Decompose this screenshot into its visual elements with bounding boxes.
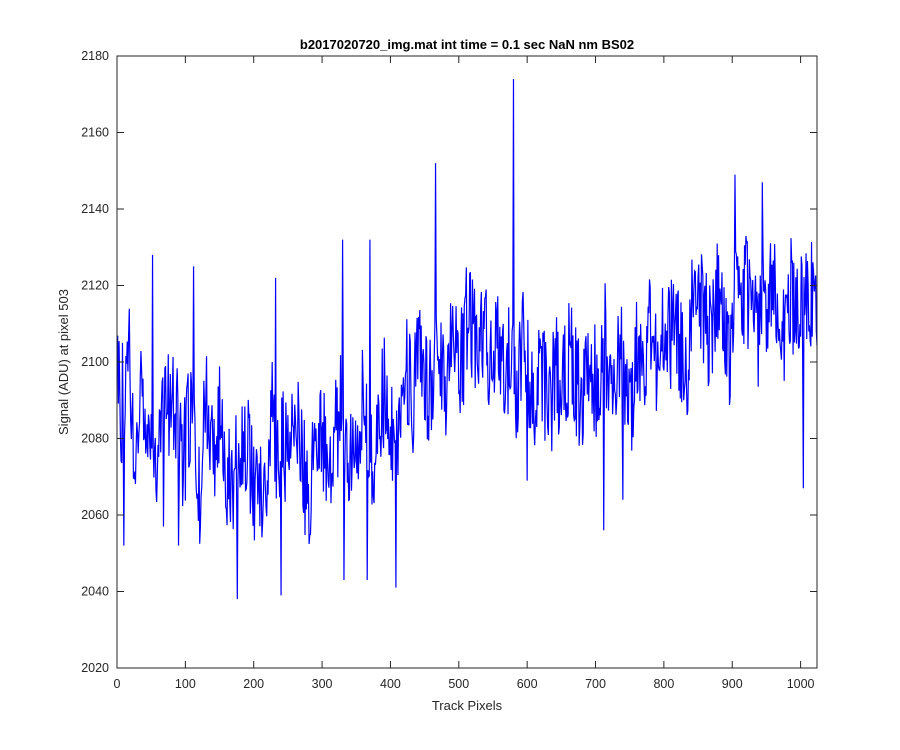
- x-axis-label: Track Pixels: [432, 698, 503, 713]
- y-tick-label: 2060: [81, 508, 109, 522]
- y-tick-label: 2020: [81, 661, 109, 675]
- x-tick-label: 1000: [787, 677, 815, 691]
- y-axis: 2020 2040 2060 2080 2100 2120 2140 2160 2180: [81, 49, 817, 675]
- x-axis: 0 100 200 300 400 500 600 700 800 900 1000: [114, 56, 815, 691]
- x-tick-label: 900: [722, 677, 743, 691]
- y-tick-label: 2080: [81, 432, 109, 446]
- x-tick-label: 500: [448, 677, 469, 691]
- y-tick-label: 2140: [81, 202, 109, 216]
- x-tick-label: 300: [312, 677, 333, 691]
- x-tick-label: 0: [114, 677, 121, 691]
- x-tick-label: 600: [517, 677, 538, 691]
- y-tick-label: 2120: [81, 279, 109, 293]
- x-tick-label: 700: [585, 677, 606, 691]
- data-layer: [117, 78, 818, 600]
- x-tick-label: 400: [380, 677, 401, 691]
- x-tick-label: 800: [653, 677, 674, 691]
- y-axis-label: Signal (ADU) at pixel 503: [56, 289, 71, 435]
- signal-series-line: [117, 78, 818, 600]
- y-tick-label: 2100: [81, 355, 109, 369]
- y-tick-label: 2180: [81, 49, 109, 63]
- y-tick-label: 2160: [81, 126, 109, 140]
- x-tick-label: 200: [243, 677, 264, 691]
- y-tick-label: 2040: [81, 585, 109, 599]
- x-tick-label: 100: [175, 677, 196, 691]
- chart-title: b2017020720_img.mat int time = 0.1 sec N…: [300, 37, 634, 52]
